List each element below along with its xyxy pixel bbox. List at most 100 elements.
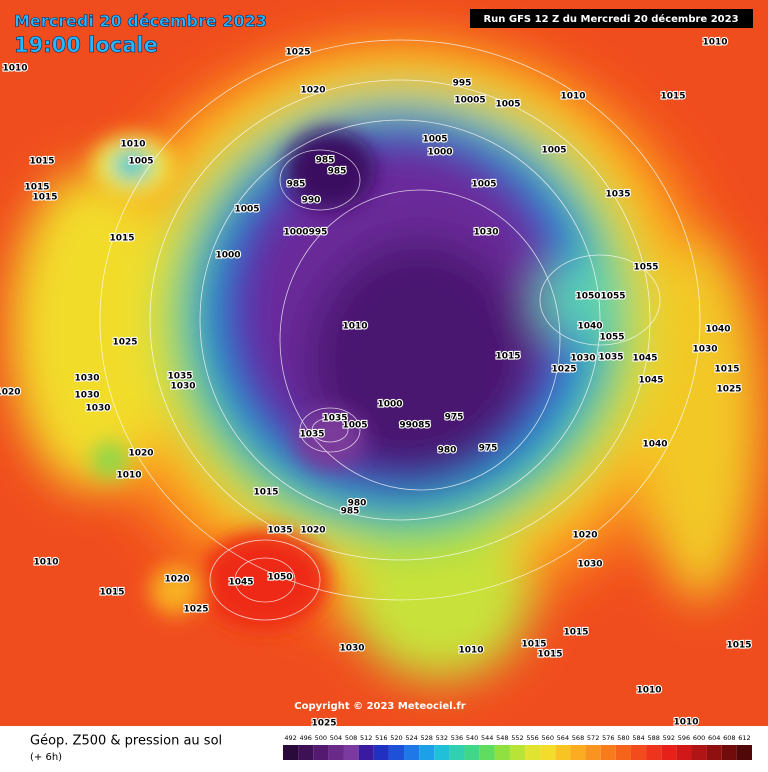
scale-swatch — [464, 745, 480, 760]
scale-swatch — [449, 745, 465, 760]
pressure-label: 1035 — [605, 190, 630, 200]
scale-label: 612 — [738, 734, 750, 742]
pressure-label: 1045 — [632, 354, 657, 364]
pressure-label: 1015 — [29, 157, 54, 167]
pressure-label: 1020 — [164, 575, 189, 585]
pressure-label: 995 — [309, 228, 328, 238]
pressure-label: 1030 — [74, 391, 99, 401]
pressure-label: 1035 — [598, 353, 623, 363]
scale-label: 540 — [466, 734, 478, 742]
pressure-label: 1030 — [473, 228, 498, 238]
pressure-label: 1005 — [495, 100, 520, 110]
pressure-label: 985 — [287, 180, 306, 190]
pressure-label: 1005 — [342, 421, 367, 431]
pressure-label: 1040 — [577, 322, 602, 332]
pressure-label: 1015 — [253, 488, 278, 498]
scale-label: 532 — [436, 734, 448, 742]
scale-label: 604 — [708, 734, 720, 742]
pressure-label: 1005 — [422, 135, 447, 145]
scale-swatch — [736, 745, 752, 760]
scale-swatch — [283, 745, 299, 760]
pressure-label: 1000 — [427, 148, 452, 158]
scale-swatch — [721, 745, 737, 760]
pressure-label: 1015 — [660, 92, 685, 102]
pressure-label: 1005 — [541, 146, 566, 156]
pressure-label: 985 — [316, 156, 335, 166]
scale-swatch — [373, 745, 389, 760]
pressure-label: 1030 — [170, 382, 195, 392]
scale-label: 556 — [526, 734, 538, 742]
pressure-label: 1020 — [128, 449, 153, 459]
scale-swatch — [525, 745, 541, 760]
pressure-label: 1025 — [285, 48, 310, 58]
pressure-label: 1010 — [673, 718, 698, 728]
pressure-label: 1015 — [495, 352, 520, 362]
scale-label: 492 — [284, 734, 296, 742]
scale-label: 496 — [299, 734, 311, 742]
pressure-label: 1030 — [577, 560, 602, 570]
scale-swatch — [676, 745, 692, 760]
product-name: Géop. Z500 & pression au sol — [30, 734, 222, 749]
scale-swatch — [509, 745, 526, 760]
scale-label: 608 — [723, 734, 735, 742]
pressure-label: 1020 — [0, 388, 21, 398]
scale-swatch — [646, 745, 662, 760]
pressure-label: 1000 — [215, 251, 240, 261]
pressure-label: 1005 — [471, 180, 496, 190]
pressure-label: 1030 — [339, 644, 364, 654]
pressure-label: 1035 — [167, 372, 192, 382]
pressure-label: 1040 — [705, 325, 730, 335]
run-box — [470, 9, 753, 28]
scale-swatch — [615, 745, 631, 760]
pressure-label: 975 — [479, 444, 498, 454]
pressure-label: 1015 — [32, 193, 57, 203]
scale-label: 572 — [587, 734, 599, 742]
scale-label: 524 — [405, 734, 417, 742]
lead-time: (+ 6h) — [30, 752, 62, 763]
pressure-label: 980 — [438, 446, 457, 456]
scale-label: 512 — [360, 734, 372, 742]
scale-label: 552 — [511, 734, 523, 742]
scale-label: 520 — [390, 734, 402, 742]
pressure-label: 1015 — [109, 234, 134, 244]
pressure-label: 1015 — [99, 588, 124, 598]
scale-label: 584 — [632, 734, 644, 742]
scale-label: 564 — [557, 734, 569, 742]
pressure-label: 990 — [302, 196, 321, 206]
scale-swatch — [661, 745, 677, 760]
scale-swatch — [706, 745, 722, 760]
pressure-label: 1005 — [234, 205, 259, 215]
pressure-label: 1010 — [458, 646, 483, 656]
scale-label: 600 — [693, 734, 705, 742]
pressure-label: 1020 — [300, 526, 325, 536]
pressure-label: 1010 — [120, 140, 145, 150]
pressure-label: 99085 — [399, 421, 430, 431]
scale-label: 596 — [678, 734, 690, 742]
pressure-label: 1025 — [311, 719, 336, 729]
scale-label: 536 — [451, 734, 463, 742]
pressure-label: 1050 — [575, 292, 600, 302]
scale-label: 580 — [617, 734, 629, 742]
pressure-label: 1030 — [74, 374, 99, 384]
pressure-label: 1030 — [85, 404, 110, 414]
pressure-label: 995 — [453, 79, 472, 89]
scale-label: 588 — [647, 734, 659, 742]
pressure-label: 1020 — [300, 86, 325, 96]
pressure-label: 1000 — [283, 228, 308, 238]
pressure-label: 1010 — [342, 322, 367, 332]
run-info: Run GFS 12 Z du Mercredi 20 décembre 202… — [483, 13, 738, 25]
color-scale: 492 496 500 504 508 512 516 520 524 528 532 536 540 5… — [283, 734, 752, 760]
pressure-label: 1015 — [24, 183, 49, 193]
pressure-label: 1020 — [572, 531, 597, 541]
scale-label: 548 — [496, 734, 508, 742]
pressure-label: 1035 — [322, 414, 347, 424]
scale-swatch — [585, 745, 601, 760]
pressure-label: 1050 — [267, 573, 292, 583]
scale-swatch — [388, 745, 405, 760]
pressure-label: 1025 — [716, 385, 741, 395]
pressure-label: 1010 — [33, 558, 58, 568]
scale-swatch — [540, 745, 556, 760]
pressure-label: 985 — [328, 167, 347, 177]
date-title: Mercredi 20 décembre 2023 — [14, 12, 267, 31]
